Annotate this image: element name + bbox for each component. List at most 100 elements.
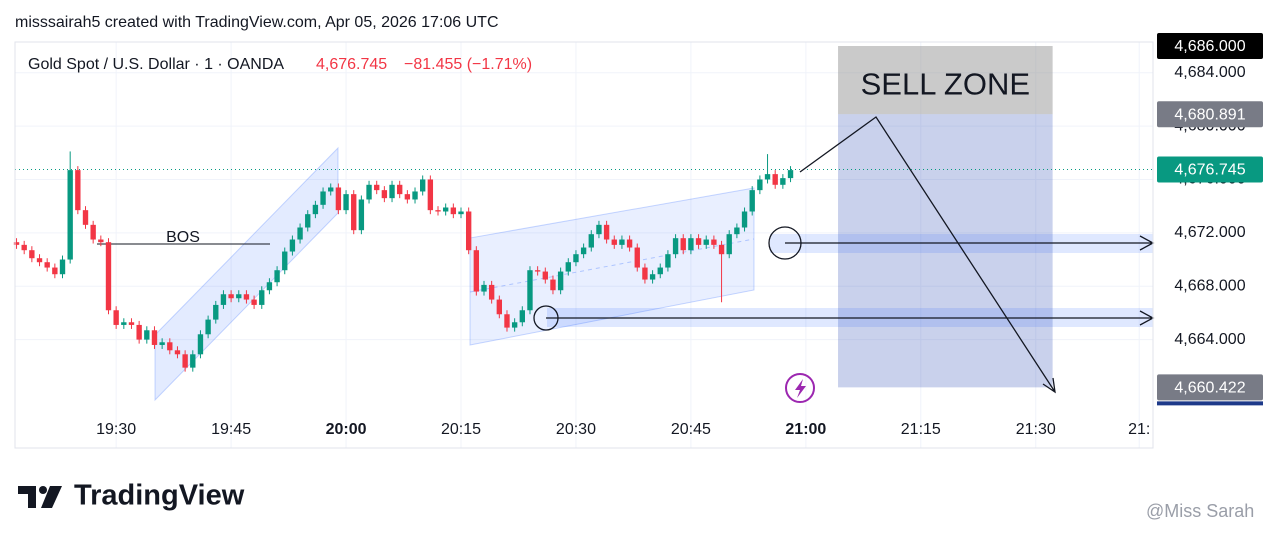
candle-body xyxy=(542,271,548,280)
candle-body xyxy=(205,319,211,335)
grid xyxy=(15,42,1153,448)
candle-body xyxy=(320,191,326,205)
candle-body xyxy=(159,342,165,345)
candle-body xyxy=(190,354,196,368)
candle-body xyxy=(588,234,594,248)
candle-body xyxy=(381,190,388,199)
candle-body xyxy=(374,184,380,191)
candle-body xyxy=(649,274,656,280)
candle-body xyxy=(726,234,732,255)
x-tick-label: 20:00 xyxy=(326,421,367,438)
candle-body xyxy=(603,224,610,240)
candle-body xyxy=(412,191,418,200)
candle-body xyxy=(404,194,411,200)
price-badge xyxy=(1157,374,1263,401)
watermark: @Miss Sarah xyxy=(1146,501,1254,521)
candle-body xyxy=(105,242,112,311)
candle-body xyxy=(397,184,403,195)
candle-body xyxy=(596,224,602,235)
candle-body xyxy=(312,204,319,215)
logo xyxy=(18,486,62,508)
candle-body xyxy=(427,179,434,211)
change: −81.455 (−1.71%) xyxy=(404,56,532,73)
candle-body xyxy=(144,330,150,340)
event-icon-bolt xyxy=(795,379,806,398)
candle-body xyxy=(44,262,50,268)
x-tick-label: 20:45 xyxy=(671,421,711,438)
candle-body xyxy=(550,279,556,291)
candle-body xyxy=(259,290,265,305)
candle-body xyxy=(343,194,349,211)
x-tick-label: 21:15 xyxy=(901,421,941,438)
candle-body xyxy=(389,184,395,199)
candle-body xyxy=(619,239,625,245)
candle-body xyxy=(734,227,740,235)
candle-body xyxy=(772,174,778,185)
candle-body xyxy=(29,250,35,259)
price-badge xyxy=(1157,156,1263,183)
candle-body xyxy=(680,238,686,251)
price-badge xyxy=(1157,33,1263,60)
candle-body xyxy=(450,207,457,215)
candle-body xyxy=(36,258,43,263)
candle-body xyxy=(167,342,173,351)
candle-body xyxy=(657,267,663,275)
candle-body xyxy=(213,304,219,320)
candle-body xyxy=(98,239,104,243)
candle-body xyxy=(282,251,288,271)
candle-body xyxy=(297,227,303,240)
candle-body xyxy=(504,314,510,328)
candle-body xyxy=(672,238,679,255)
candle-body xyxy=(21,244,27,251)
channel xyxy=(469,187,755,346)
candle-body xyxy=(565,262,571,272)
candle-body xyxy=(236,294,242,299)
candle-body xyxy=(695,238,702,245)
arrow xyxy=(799,116,1056,394)
candle-body xyxy=(75,170,81,211)
candle-body xyxy=(511,322,518,328)
candle-body xyxy=(688,238,694,251)
y-tick-label: 4,664.000 xyxy=(1174,331,1245,348)
price-badge-label: 4,680.891 xyxy=(1174,106,1245,123)
price: 4,676.745 xyxy=(316,56,387,73)
candle-body xyxy=(626,239,633,248)
candle-body xyxy=(741,211,748,228)
candle-body xyxy=(13,242,20,245)
candle-body xyxy=(749,190,755,212)
candle-body xyxy=(642,267,648,280)
candle-body xyxy=(113,310,119,325)
x-tick-label: 19:30 xyxy=(96,421,136,438)
candle-body xyxy=(174,350,181,355)
candle-body xyxy=(90,224,96,240)
candle-body xyxy=(442,207,449,212)
event-icon[interactable] xyxy=(785,373,815,403)
x-tick-label: 20:15 xyxy=(441,421,481,438)
circle xyxy=(533,305,559,331)
candle-body xyxy=(496,299,503,315)
brand: TradingView xyxy=(74,480,245,512)
candle-body xyxy=(780,178,786,185)
candle-body xyxy=(128,322,135,325)
credit: misssairah5 created with TradingView.com… xyxy=(15,14,499,31)
range-bar xyxy=(1157,401,1263,406)
candle-body xyxy=(67,170,73,260)
candle-body xyxy=(335,187,342,211)
candle-body xyxy=(557,271,564,291)
symbol: Gold Spot / U.S. Dollar · 1 · OANDA xyxy=(28,56,284,73)
candle-body xyxy=(366,184,372,200)
candle-body xyxy=(435,210,441,212)
candles xyxy=(13,151,794,372)
candle-body xyxy=(289,239,296,252)
candle-body xyxy=(757,179,763,191)
candle-body xyxy=(121,322,127,325)
candle-body xyxy=(358,199,365,231)
x-tick-label: 21:30 xyxy=(1016,421,1056,438)
y-tick-label: 4,672.000 xyxy=(1174,224,1245,241)
zone-label: SELL ZONE xyxy=(861,66,1030,101)
candle-body xyxy=(764,174,771,180)
candle-body xyxy=(151,330,158,345)
candle-body xyxy=(473,250,480,292)
price-badge-label: 4,660.422 xyxy=(1174,380,1245,397)
